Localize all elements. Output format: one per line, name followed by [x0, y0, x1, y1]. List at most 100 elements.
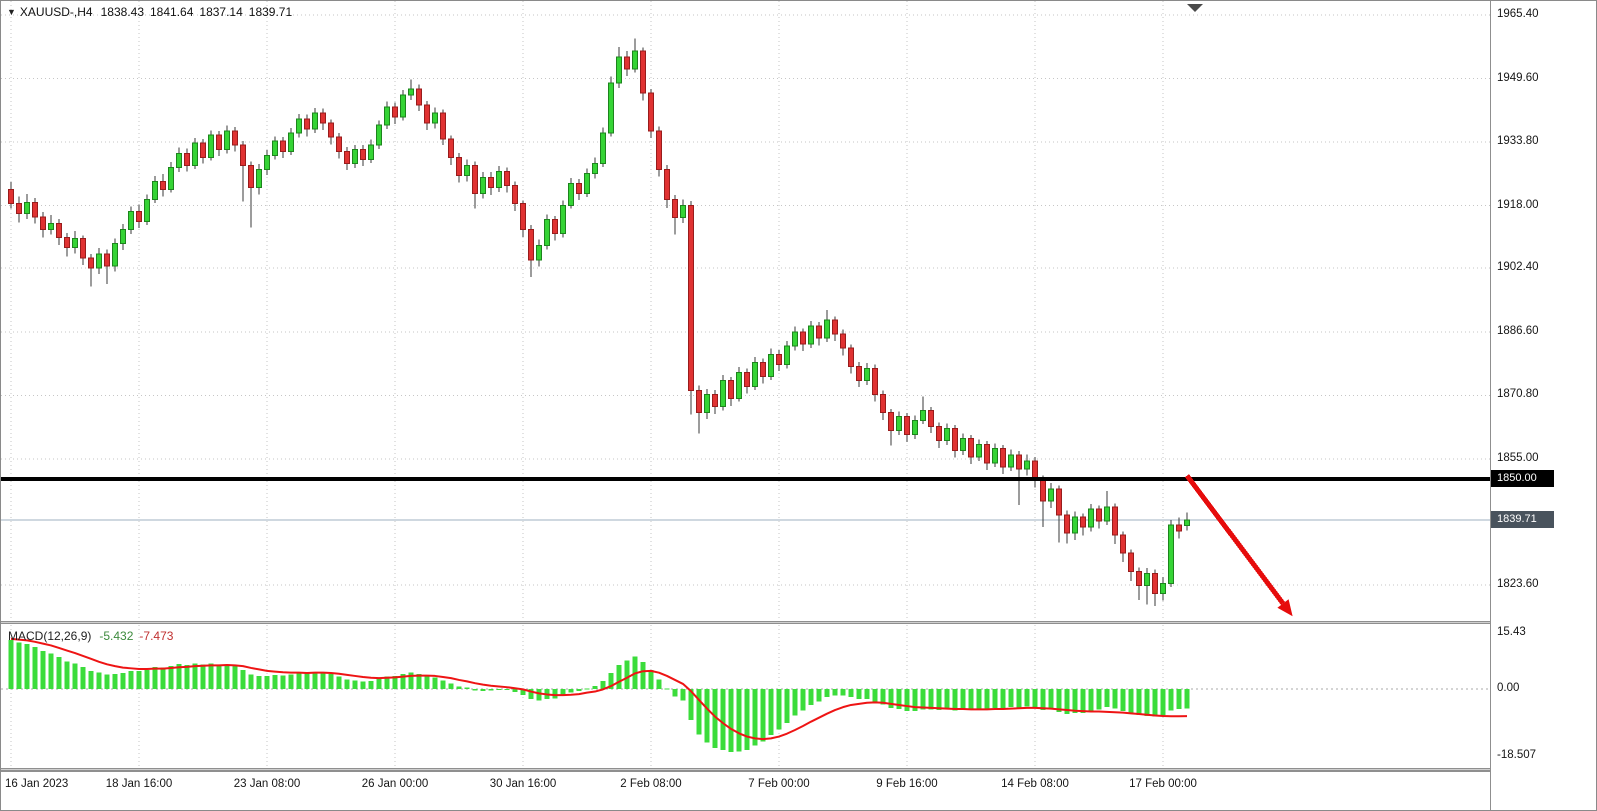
macd-histogram-bar: [560, 689, 566, 696]
price-tick-label: 1949.60: [1497, 71, 1539, 84]
candle-body: [680, 205, 686, 219]
macd-histogram-bar: [592, 686, 598, 689]
candle-body: [144, 199, 150, 223]
candle-body: [496, 170, 502, 188]
macd-histogram-bar: [800, 689, 806, 711]
trend-arrow-head[interactable]: [1277, 599, 1293, 617]
candle-body: [1184, 519, 1190, 526]
symbol-dropdown-icon[interactable]: ▼: [7, 7, 16, 17]
macd-panel-canvas[interactable]: [1, 625, 1490, 769]
macd-histogram: [8, 639, 1190, 753]
candle-body: [736, 371, 742, 399]
main-chart-canvas[interactable]: [1, 1, 1490, 622]
macd-histogram-bar: [792, 689, 798, 716]
macd-histogram-bar: [920, 689, 926, 710]
macd-histogram-bar: [720, 689, 726, 750]
horizontal-level-line[interactable]: [1, 476, 1490, 481]
candle-body: [704, 393, 710, 414]
macd-histogram-bar: [1144, 689, 1150, 716]
macd-histogram-bar: [256, 675, 262, 689]
macd-histogram-bar: [520, 689, 526, 695]
macd-histogram-bar: [144, 669, 150, 689]
macd-histogram-bar: [600, 681, 606, 689]
macd-histogram-bar: [960, 689, 966, 710]
time-tick-label: 9 Feb 16:00: [876, 778, 938, 790]
candle-body: [1112, 506, 1118, 536]
macd-histogram-bar: [64, 661, 70, 689]
candle-body: [1056, 488, 1062, 516]
macd-histogram-bar: [480, 689, 486, 691]
panel-separator[interactable]: [1, 621, 1490, 624]
macd-histogram-bar: [272, 674, 278, 689]
candle-body: [520, 203, 526, 231]
macd-histogram-bar: [752, 689, 758, 746]
candle-body: [664, 168, 670, 201]
candle-body: [336, 136, 342, 152]
candle-body: [1160, 582, 1166, 594]
macd-histogram-bar: [1152, 689, 1158, 717]
time-tick-label: 2 Feb 08:00: [620, 778, 682, 790]
time-axis[interactable]: 16 Jan 2023 18 Jan 16:00 23 Jan 08:00 26 Ja…: [1, 771, 1490, 810]
candle-body: [816, 325, 822, 339]
candle-body: [880, 393, 886, 414]
candle-body: [800, 331, 806, 345]
macd-histogram-bar: [1064, 689, 1070, 715]
chart-shift-marker-icon[interactable]: [1187, 4, 1203, 12]
candle-body: [408, 88, 414, 96]
macd-histogram-bar: [168, 665, 174, 689]
macd-histogram-bar: [1104, 689, 1110, 708]
candle-body: [248, 164, 254, 188]
macd-histogram-bar: [760, 689, 766, 742]
candle-body: [1136, 570, 1142, 586]
price-axis[interactable]: 1850.00 1839.71 1965.40 1949.60 1933.80 191…: [1490, 1, 1596, 810]
macd-histogram-bar: [744, 689, 750, 750]
macd-histogram-bar: [456, 686, 462, 689]
macd-histogram-bar: [504, 689, 510, 691]
trend-arrow-shaft[interactable]: [1185, 474, 1285, 605]
macd-histogram-bar: [8, 639, 14, 689]
candle-body: [40, 216, 46, 231]
macd-histogram-bar: [936, 689, 942, 711]
macd-histogram-bar: [1016, 689, 1022, 708]
symbol-name: XAUUSD-,H4: [19, 5, 93, 19]
time-tick-label: 16 Jan 2023: [5, 778, 69, 790]
candle-body: [1032, 460, 1038, 480]
candle-body: [584, 172, 590, 194]
macd-histogram-bar: [1168, 689, 1174, 711]
candle-body: [528, 229, 534, 261]
candle-body: [928, 410, 934, 428]
panel-separator[interactable]: [1, 768, 1490, 771]
macd-histogram-bar: [368, 681, 374, 689]
candle-body: [864, 367, 870, 381]
candle-body: [696, 389, 702, 414]
candle-body: [448, 138, 454, 158]
macd-histogram-bar: [176, 663, 182, 689]
candle-body: [824, 319, 830, 339]
candle-body: [688, 205, 694, 391]
macd-histogram-bar: [32, 646, 38, 689]
candle-body: [1048, 488, 1054, 502]
macd-histogram-bar: [1048, 689, 1054, 710]
candle-body: [72, 237, 78, 249]
candle-body: [240, 144, 246, 166]
trend-arrow[interactable]: [1185, 474, 1293, 617]
candle-body: [784, 345, 790, 365]
candle-body: [1080, 516, 1086, 528]
macd-histogram-bar: [1096, 689, 1102, 710]
macd-histogram-bar: [944, 689, 950, 710]
ohlc-open: 1838.43: [100, 5, 144, 19]
macd-histogram-bar: [328, 674, 334, 689]
ohlc-high: 1841.64: [150, 5, 194, 19]
candle-body: [272, 140, 278, 156]
macd-histogram-bar: [640, 662, 646, 689]
candle-body: [1016, 454, 1022, 470]
macd-histogram-bar: [24, 643, 30, 689]
candle-body: [16, 203, 22, 215]
candle-body: [128, 211, 134, 231]
candle-body: [56, 223, 62, 239]
macd-histogram-bar: [656, 679, 662, 689]
macd-histogram-bar: [904, 689, 910, 711]
macd-histogram-bar: [624, 660, 630, 689]
candle-body: [472, 164, 478, 194]
candle-body: [280, 140, 286, 152]
